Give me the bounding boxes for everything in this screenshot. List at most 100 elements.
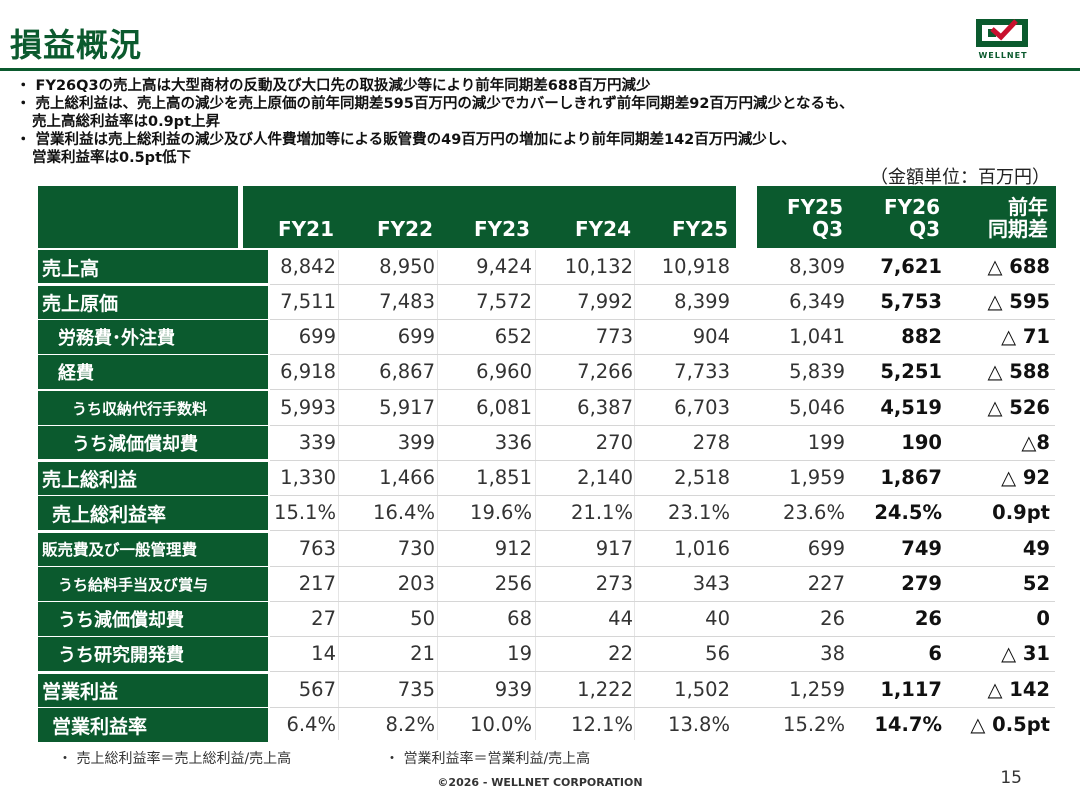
bullet-line: ・ 売上総利益は、売上高の減少を売上原価の前年同期差595百万円の減少でカバーし… — [16, 96, 854, 112]
group-gap — [38, 459, 270, 462]
column-header: FY26 Q3 — [846, 186, 948, 248]
table-cell: 38 — [820, 642, 845, 665]
table-cell: 912 — [494, 537, 532, 560]
row-label: 売上総利益 — [38, 461, 268, 495]
table-cell: 699 — [397, 325, 435, 348]
table-cell: 14 — [311, 642, 336, 665]
table-cell: 52 — [1022, 572, 1050, 595]
table-cell: 270 — [595, 431, 633, 454]
table-cell: 1,330 — [280, 466, 336, 489]
table-cell: 699 — [807, 537, 845, 560]
row-label: うち減価償却費 — [38, 602, 268, 636]
title-rule — [0, 68, 1080, 71]
table-cell: 44 — [608, 607, 633, 630]
column-header-text: FY21 — [278, 217, 334, 241]
row-divider — [270, 319, 1055, 320]
summary-bullet: ・ 売上総利益は、売上高の減少を売上原価の前年同期差595百万円の減少でカバーし… — [16, 95, 1066, 131]
table-cell: 5,251 — [880, 360, 942, 383]
page-title: 損益概況 — [10, 26, 143, 64]
table-cell: 278 — [692, 431, 730, 454]
column-header-text: FY26 Q3 — [884, 195, 940, 241]
table-cell: 336 — [494, 431, 532, 454]
row-label: うち収納代行手数料 — [38, 391, 268, 425]
row-label: 売上総利益率 — [38, 496, 268, 530]
table-cell: 6,867 — [379, 360, 435, 383]
table-cell: △ 71 — [1001, 325, 1050, 348]
table-cell: 773 — [595, 325, 633, 348]
table-cell: 4,519 — [880, 396, 942, 419]
table-cell: 1,851 — [476, 466, 532, 489]
table-cell: 19 — [507, 642, 532, 665]
table-cell: 6,960 — [476, 360, 532, 383]
table-cell: 203 — [397, 572, 435, 595]
column-header: FY22 — [341, 186, 441, 248]
table-cell: 6 — [928, 642, 942, 665]
column-header-text: FY25 Q3 — [787, 195, 843, 241]
table-cell: 8,842 — [280, 255, 336, 278]
group-gap — [38, 530, 270, 533]
table-cell: 7,483 — [379, 290, 435, 313]
row-divider — [270, 495, 1055, 496]
bullet-line: ・ 営業利益は売上総利益の減少及び人件費増加等による販管費の49百万円の増加によ… — [16, 132, 796, 148]
row-divider — [270, 707, 1055, 708]
table-cell: △ 92 — [1001, 466, 1050, 489]
row-divider — [270, 601, 1055, 602]
table-cell: 217 — [298, 572, 336, 595]
table-cell: 6,387 — [577, 396, 633, 419]
row-label: 売上原価 — [38, 285, 268, 319]
table-cell: 7,621 — [880, 255, 942, 278]
row-label: うち研究開発費 — [38, 637, 268, 671]
row-label: うち給料手当及び賞与 — [38, 567, 268, 601]
table-cell: 699 — [298, 325, 336, 348]
row-label: 経費 — [38, 355, 268, 389]
row-divider — [270, 425, 1055, 426]
table-cell: 0.9pt — [992, 501, 1050, 524]
table-cell: 1,041 — [789, 325, 845, 348]
column-header-text: FY24 — [575, 217, 631, 241]
table-cell: 5,046 — [789, 396, 845, 419]
table-cell: 13.8% — [668, 713, 730, 736]
column-header: FY21 — [243, 186, 342, 248]
table-cell: 730 — [397, 537, 435, 560]
row-divider — [270, 354, 1055, 355]
table-cell: 652 — [494, 325, 532, 348]
page-number: 15 — [1000, 768, 1022, 788]
table-cell: △ 688 — [987, 255, 1051, 278]
table-cell: △8 — [1021, 431, 1050, 454]
table-cell: 273 — [595, 572, 633, 595]
table-cell: △ 595 — [987, 290, 1051, 313]
table-cell: 16.4% — [373, 501, 435, 524]
table-cell: 399 — [397, 431, 435, 454]
table-cell: 10.0% — [470, 713, 532, 736]
table-cell: 256 — [494, 572, 532, 595]
table-cell: 22 — [608, 642, 633, 665]
header-label-cell — [38, 186, 238, 248]
table-cell: 917 — [595, 537, 633, 560]
table-cell: 7,266 — [577, 360, 633, 383]
table-cell: 40 — [705, 607, 730, 630]
group-gap — [38, 671, 270, 674]
table-cell: 339 — [298, 431, 336, 454]
table-cell: △ 31 — [1001, 642, 1050, 665]
summary-bullets: ・ FY26Q3の売上高は大型商材の反動及び大口先の取扱減少等により前年同期差6… — [16, 77, 1066, 167]
table-cell: 7,572 — [476, 290, 532, 313]
table-cell: 8,309 — [789, 255, 845, 278]
table-cell: 882 — [901, 325, 942, 348]
table-cell: △ 0.5pt — [970, 713, 1050, 736]
copyright: ©2026 - WELLNET CORPORATION — [437, 776, 643, 789]
logo-wordmark: WELLNET — [978, 51, 1028, 60]
bullet-continuation: 営業利益率は0.5pt低下 — [32, 150, 191, 166]
table-cell: 56 — [705, 642, 730, 665]
unit-label: （金額単位：百万円） — [870, 167, 1050, 188]
row-divider — [270, 636, 1055, 637]
row-label: 営業利益率 — [38, 708, 268, 742]
column-header: FY25 Q3 — [757, 186, 851, 248]
table-cell: 50 — [410, 607, 435, 630]
table-cell: △ 526 — [987, 396, 1051, 419]
table-cell: 8,399 — [674, 290, 730, 313]
row-label: 販売費及び一般管理費 — [38, 532, 268, 566]
bullet-continuation: 売上高総利益率は0.9pt上昇 — [32, 114, 220, 130]
table-cell: 1,502 — [674, 678, 730, 701]
row-divider — [270, 389, 1055, 390]
table-cell: 21.1% — [571, 501, 633, 524]
